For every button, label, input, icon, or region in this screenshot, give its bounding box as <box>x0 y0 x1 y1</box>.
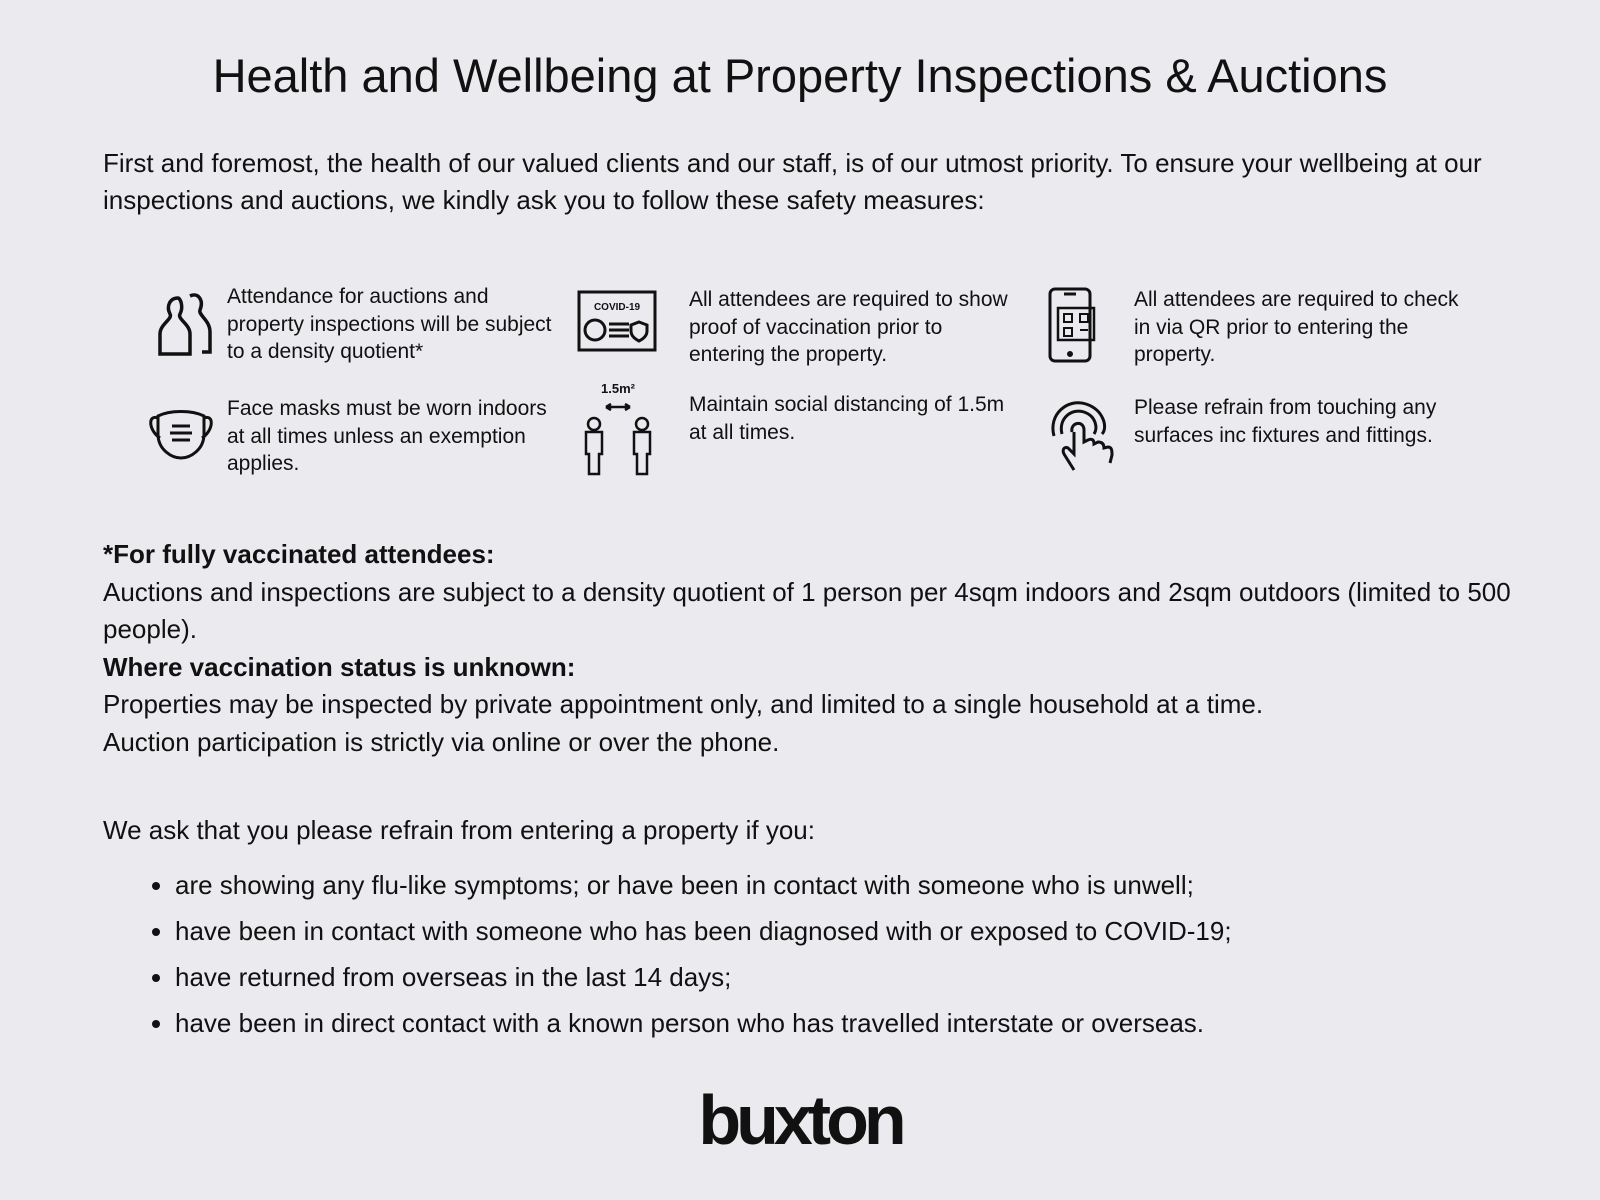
measure-text: All attendees are required to check in v… <box>1134 288 1459 366</box>
covid-label: COVID-19 <box>594 302 641 313</box>
vaccinated-heading: *For fully vaccinated attendees: <box>103 539 495 569</box>
measure-text: Maintain social distancing of 1.5m at al… <box>689 393 1005 444</box>
phone-qr-icon <box>1042 286 1102 366</box>
vaccination-section: *For fully vaccinated attendees: Auction… <box>103 536 1543 761</box>
list-item: have returned from overseas in the last … <box>175 954 1232 1000</box>
covid-certificate-icon: COVID-19 <box>575 286 659 358</box>
unknown-text-1: Properties may be inspected by private a… <box>103 689 1264 719</box>
list-item: have been in direct contact with a known… <box>175 1000 1232 1046</box>
unknown-heading: Where vaccination status is unknown: <box>103 651 576 682</box>
list-item: are showing any flu-like symptoms; or ha… <box>175 862 1232 908</box>
refrain-list: are showing any flu-like symptoms; or ha… <box>145 862 1232 1046</box>
measure-text: Please refrain from touching any surface… <box>1134 396 1437 447</box>
touch-hand-icon <box>1046 396 1116 472</box>
intro-paragraph: First and foremost, the health of our va… <box>103 148 1482 215</box>
distance-label: 1.5m² <box>601 381 636 396</box>
social-distance-icon: 1.5m² <box>572 380 662 480</box>
unknown-text-2: Auction participation is strictly via on… <box>103 726 780 757</box>
measure-text: Face masks must be worn indoors at all t… <box>227 397 547 475</box>
list-item: have been in contact with someone who ha… <box>175 908 1232 954</box>
page-title: Health and Wellbeing at Property Inspect… <box>212 49 1388 102</box>
buxton-logo: buxton <box>698 1081 906 1159</box>
vaccinated-text: Auctions and inspections are subject to … <box>103 576 1511 645</box>
measure-text: Attendance for auctions and property ins… <box>227 285 552 363</box>
measure-text: All attendees are required to show proof… <box>689 288 1008 366</box>
face-mask-icon <box>146 400 216 464</box>
people-icon <box>148 288 228 368</box>
refrain-intro: We ask that you please refrain from ente… <box>103 815 815 845</box>
